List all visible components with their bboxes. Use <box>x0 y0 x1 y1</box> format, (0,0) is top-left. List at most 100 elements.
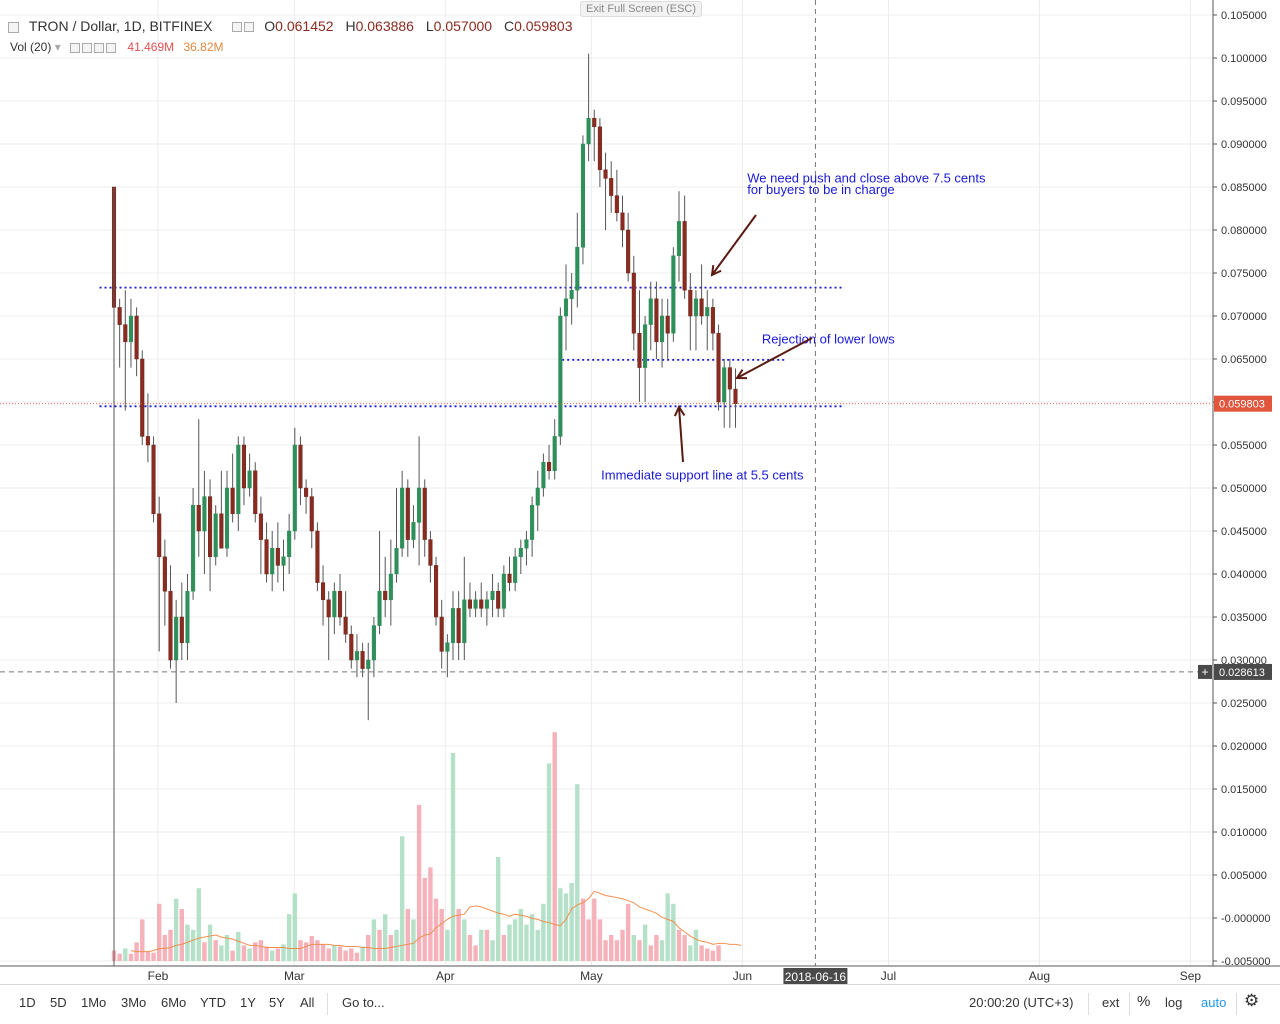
volume-bar <box>383 914 388 961</box>
ohlc-close-value: 0.059803 <box>514 18 573 34</box>
candle-body <box>174 616 179 661</box>
exit-fullscreen-button[interactable]: Exit Full Screen (ESC) <box>580 1 703 17</box>
log-toggle[interactable]: log <box>1165 995 1183 1010</box>
price-chart[interactable]: We need push and close above 7.5 centsfo… <box>0 0 1280 984</box>
candle-body <box>609 178 614 196</box>
candle-body <box>128 315 133 343</box>
range-ytd[interactable]: YTD <box>200 995 226 1010</box>
ext-toggle[interactable]: ext <box>1102 995 1120 1010</box>
clock[interactable]: 20:00:20 (UTC+3) <box>969 995 1074 1010</box>
volume-bar <box>151 952 156 961</box>
candle-body <box>626 229 631 274</box>
grid-lines <box>0 0 1280 984</box>
percent-toggle[interactable]: % <box>1137 993 1151 1010</box>
range-1mo[interactable]: 1Mo <box>81 995 107 1010</box>
candle-body <box>241 444 246 489</box>
dropdown-icon[interactable]: ▾ <box>54 40 61 54</box>
x-tick-label: Apr <box>436 969 455 983</box>
candle-body <box>298 444 303 489</box>
collapse-icon[interactable] <box>8 21 19 33</box>
range-3mo[interactable]: 3Mo <box>121 995 147 1010</box>
candle-body <box>140 358 145 437</box>
volume-bar <box>569 883 574 961</box>
arrow-line <box>678 406 684 463</box>
volume-bar <box>270 950 275 961</box>
volume-bar <box>609 935 614 961</box>
range-1d[interactable]: 1D <box>19 995 36 1010</box>
candle-body <box>337 590 343 618</box>
goto-button[interactable]: Go to... <box>342 995 385 1010</box>
x-tick-label: May <box>580 969 603 983</box>
candle-body <box>688 289 693 317</box>
volume-bar <box>416 805 422 961</box>
ohlc-open-value: 0.061452 <box>275 18 334 34</box>
range-all[interactable]: All <box>300 995 315 1010</box>
settings-icon[interactable] <box>82 42 93 53</box>
annotation-text: We need push and close above 7.5 cents <box>747 171 986 186</box>
volume-bar <box>298 940 303 961</box>
y-tick-label: 0.105000 <box>1221 10 1267 22</box>
candle-body <box>196 504 201 532</box>
volume-bar <box>157 903 162 961</box>
volume-bar <box>501 935 507 961</box>
auto-toggle[interactable]: auto <box>1201 995 1227 1010</box>
volume-bar <box>603 940 608 961</box>
axes: 0.105000 0.100000 0.095000 0.090000 0.085000… <box>0 0 1280 984</box>
volume-bar <box>546 763 552 961</box>
arrow-head <box>710 264 722 277</box>
candle-body <box>134 315 139 360</box>
candle-body <box>710 307 715 334</box>
candle-body <box>394 547 399 575</box>
candle-body <box>592 117 597 128</box>
toolbar-divider <box>1088 993 1089 1015</box>
candle-body <box>213 513 218 558</box>
candle-body <box>733 388 738 404</box>
candle-body <box>388 573 393 601</box>
volume-bar <box>428 867 433 961</box>
volume-bar <box>518 909 523 961</box>
candle-body <box>253 470 258 515</box>
candle-body <box>326 599 331 618</box>
arrow-head <box>735 369 748 380</box>
range-1y[interactable]: 1Y <box>240 995 256 1010</box>
candle-body <box>157 513 162 558</box>
candle-body <box>524 539 529 549</box>
annotation-text: Immediate support line at 5.5 cents <box>601 467 804 482</box>
legend-main: TRON / Dollar, 1D, BITFINEX O0.061452 H0… <box>8 18 573 34</box>
candle-body <box>671 255 676 334</box>
volume-bar <box>411 919 416 961</box>
volume-bar <box>473 945 478 961</box>
volume-bar <box>563 893 569 961</box>
visibility-small-icon[interactable] <box>244 22 255 33</box>
volume-bar <box>247 948 252 961</box>
volume-bar <box>309 936 314 961</box>
chart-background <box>0 0 1280 984</box>
visibility-icon[interactable] <box>70 42 81 53</box>
range-5y[interactable]: 5Y <box>269 995 285 1010</box>
close-icon[interactable] <box>94 42 105 53</box>
gear-icon[interactable]: ⚙ <box>1244 991 1260 1010</box>
y-tick-label: -0.005000 <box>1221 956 1271 968</box>
y-tick-label: 0.035000 <box>1221 612 1267 624</box>
candle-body <box>727 367 732 390</box>
candle-body <box>230 487 235 515</box>
crosshair-date-label: 2018-06-16 <box>785 970 847 984</box>
candle-body <box>569 289 574 300</box>
candle-body <box>693 298 699 317</box>
candle-body <box>400 487 405 549</box>
volume-bar <box>580 898 586 961</box>
volume-bar <box>337 946 343 961</box>
more-icon[interactable] <box>106 42 117 53</box>
volume-bar <box>224 935 230 961</box>
candle-body <box>202 496 207 532</box>
candle-body <box>360 651 365 669</box>
volume-bar <box>162 935 168 961</box>
range-6mo[interactable]: 6Mo <box>161 995 187 1010</box>
candle-body <box>247 470 252 489</box>
settings-small-icon[interactable] <box>232 22 243 33</box>
candle-body <box>208 496 213 558</box>
range-5d[interactable]: 5D <box>50 995 67 1010</box>
volume-bar <box>394 929 399 961</box>
volume-study-label[interactable]: Vol (20) <box>10 40 52 54</box>
y-tick-label: 0.095000 <box>1221 96 1267 108</box>
